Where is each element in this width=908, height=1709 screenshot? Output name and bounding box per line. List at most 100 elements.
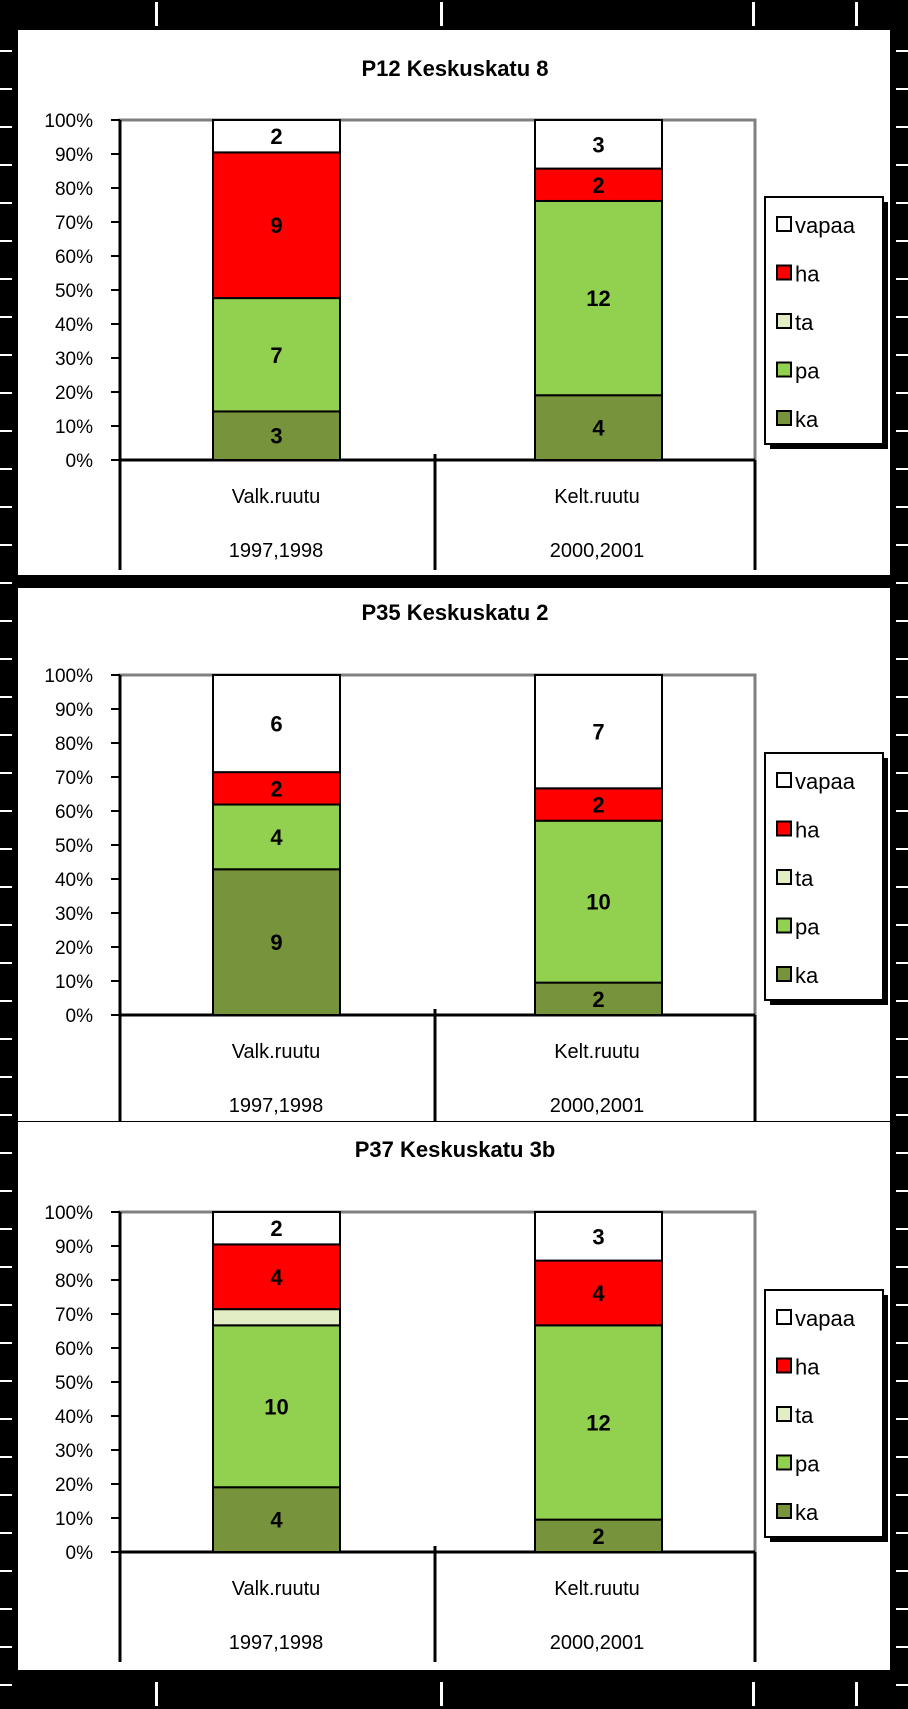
bar-segment-ha: [534, 787, 663, 822]
frame-tick: [0, 1608, 12, 1610]
y-tick-label: 10%: [55, 972, 93, 993]
frame-tick: [0, 810, 12, 812]
y-tick-label: 20%: [55, 1475, 93, 1496]
frame-tick: [896, 848, 908, 850]
frame-tick: [896, 658, 908, 660]
legend-label: ka: [795, 963, 819, 988]
frame-tick: [0, 164, 12, 166]
bar-segment-pa: [534, 1324, 663, 1521]
frame-tick: [896, 696, 908, 698]
data-label: 3: [270, 424, 282, 449]
legend-label: ha: [795, 1355, 820, 1380]
y-tick-label: 40%: [55, 315, 93, 336]
frame-tick: [155, 1682, 158, 1706]
bar-segment-ta: [212, 1308, 341, 1327]
frame-tick: [855, 1682, 858, 1706]
legend-swatch-ha: [776, 820, 792, 837]
chart-title: P37 Keskuskatu 3b: [355, 1137, 556, 1162]
chart-panel-background: [18, 1122, 890, 1670]
chart-panel: P35 Keskuskatu 2 0% 10% 20% 30% 40% 50% 60% 70% 8…: [18, 588, 890, 1125]
bar-segment-ka: [212, 1486, 341, 1553]
x-category-label: Kelt.ruutu: [554, 486, 640, 508]
frame-tick: [896, 202, 908, 204]
legend-label: ha: [795, 818, 820, 843]
data-label: 3: [592, 132, 604, 157]
x-category-label: Valk.ruutu: [232, 1578, 321, 1600]
x-category-period-label: 2000,2001: [550, 1632, 645, 1654]
bar-segment-vapaa: [534, 674, 663, 790]
frame-tick: [0, 1418, 12, 1420]
y-tick-label: 10%: [55, 1509, 93, 1530]
y-tick-label: 30%: [55, 1441, 93, 1462]
frame-tick: [896, 126, 908, 128]
bar-segment-ka: [534, 1518, 663, 1553]
frame-tick: [0, 962, 12, 964]
legend-label: vapaa: [795, 1306, 856, 1331]
y-tick-label: 90%: [55, 700, 93, 721]
y-tick-label: 60%: [55, 802, 93, 823]
data-label: 2: [270, 1216, 282, 1241]
frame-tick: [0, 1228, 12, 1230]
data-label: 7: [592, 720, 604, 745]
y-tick-label: 50%: [55, 836, 93, 857]
frame-tick: [896, 316, 908, 318]
y-tick-label: 90%: [55, 1237, 93, 1258]
frame-tick: [896, 1000, 908, 1002]
y-tick-label: 80%: [55, 179, 93, 200]
frame-tick: [0, 1380, 12, 1382]
frame-tick: [440, 1682, 443, 1706]
frame-tick: [896, 506, 908, 508]
legend-swatch-pa: [776, 917, 792, 934]
legend-swatch-ka: [776, 966, 792, 982]
legend-label: vapaa: [795, 213, 856, 238]
frame-tick: [0, 1038, 12, 1040]
frame-tick: [896, 1684, 908, 1686]
legend-label: pa: [795, 359, 820, 384]
bar-segment-vapaa: [212, 1211, 341, 1246]
x-category-period-label: 2000,2001: [550, 540, 645, 562]
chart-panel: P12 Keskuskatu 8 0% 10% 20% 30% 40% 50% 60% 70% 8…: [18, 30, 890, 575]
legend-swatch-vapaa: [776, 216, 792, 232]
bar-segment-ha: [212, 1243, 341, 1311]
data-label: 2: [592, 987, 604, 1012]
chart-panel: P37 Keskuskatu 3b 0% 10% 20% 30% 40% 50% 60% 70%…: [18, 1122, 890, 1670]
frame-tick: [896, 1190, 908, 1192]
frame-tick: [896, 1570, 908, 1572]
frame-tick: [896, 886, 908, 888]
bar-segment-vapaa: [534, 1211, 663, 1262]
x-category-period-label: 1997,1998: [229, 540, 324, 562]
legend-label: ta: [795, 866, 814, 891]
chart-title: P12 Keskuskatu 8: [361, 56, 548, 81]
bar-segment-pa: [534, 819, 663, 984]
frame-tick: [896, 354, 908, 356]
frame-tick: [0, 1114, 12, 1116]
frame-tick: [896, 962, 908, 964]
data-label: 2: [270, 776, 282, 801]
data-label: 10: [264, 1394, 288, 1419]
y-tick-label: 100%: [44, 111, 93, 132]
y-tick-label: 0%: [66, 451, 94, 472]
x-category-label: Kelt.ruutu: [554, 1578, 640, 1600]
data-label: 9: [270, 930, 282, 955]
y-tick-label: 70%: [55, 213, 93, 234]
bar-segment-vapaa: [534, 119, 663, 170]
data-label: 2: [592, 793, 604, 818]
frame-tick: [0, 278, 12, 280]
frame-tick: [0, 126, 12, 128]
frame-tick: [896, 1646, 908, 1648]
frame-tick: [0, 88, 12, 90]
legend-swatch-ka: [776, 1503, 792, 1519]
frame-tick: [0, 1684, 12, 1686]
frame-tick: [896, 1266, 908, 1268]
frame-tick: [0, 620, 12, 622]
frame-tick: [896, 924, 908, 926]
frame-tick: [752, 1682, 755, 1706]
chart-title: P35 Keskuskatu 2: [361, 600, 548, 625]
frame-tick: [896, 620, 908, 622]
frame-tick: [0, 772, 12, 774]
data-label: 7: [270, 343, 282, 368]
legend-swatch-ta: [776, 1406, 792, 1422]
legend-swatch-ta: [776, 869, 792, 885]
frame-tick: [896, 88, 908, 90]
